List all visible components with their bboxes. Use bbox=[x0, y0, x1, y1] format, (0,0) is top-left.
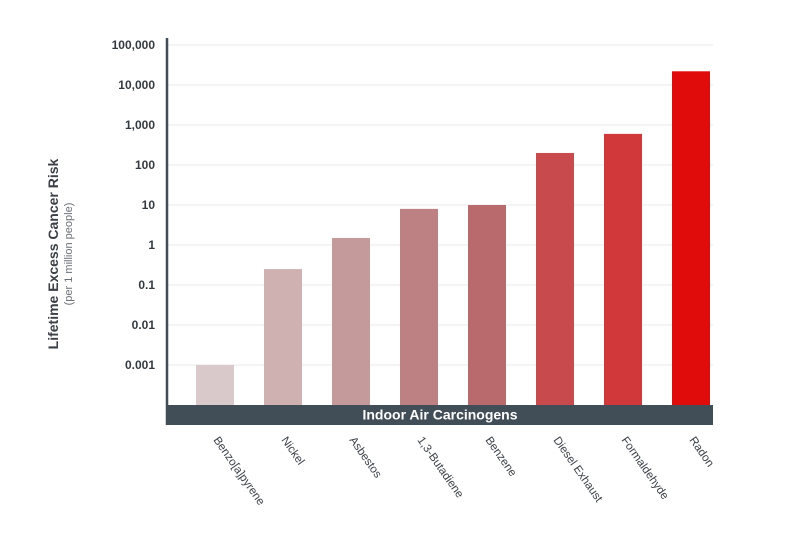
category-label: Formaldehyde bbox=[619, 435, 671, 502]
bar bbox=[468, 205, 506, 405]
y-tick-label: 100,000 bbox=[112, 38, 156, 52]
bar bbox=[264, 269, 302, 405]
gridlines bbox=[167, 44, 713, 366]
y-tick-labels: 0.001 0.01 0.1 1 10 100 1,000 10,000 100,000 bbox=[112, 38, 156, 372]
x-axis-title: Indoor Air Carcinogens bbox=[362, 407, 517, 423]
bar bbox=[400, 208, 438, 405]
y-tick-label: 100 bbox=[135, 158, 155, 172]
bar bbox=[332, 237, 370, 405]
bar bbox=[604, 133, 642, 405]
category-labels: Benzo[a]pyrene Nickel Asbestos 1,3-Butadien… bbox=[211, 435, 716, 508]
bar bbox=[672, 71, 710, 405]
y-axis-subtitle: (per 1 million people) bbox=[63, 203, 75, 306]
y-tick-label: 1 bbox=[148, 238, 155, 252]
y-tick-label: 0.001 bbox=[125, 358, 155, 372]
category-label: Nickel bbox=[279, 435, 307, 468]
y-axis-title: Lifetime Excess Cancer Risk bbox=[45, 158, 61, 349]
category-label: Benzo[a]pyrene bbox=[211, 435, 267, 508]
y-tick-label: 0.1 bbox=[138, 278, 155, 292]
bar bbox=[196, 365, 234, 405]
y-tick-label: 0.01 bbox=[132, 318, 156, 332]
x-axis-band bbox=[166, 405, 713, 425]
category-label: 1,3-Butadiene bbox=[415, 435, 466, 501]
category-label: Radon bbox=[687, 435, 716, 470]
bars bbox=[196, 71, 710, 405]
bar bbox=[536, 152, 574, 405]
category-label: Benzene bbox=[483, 435, 519, 479]
category-label: Diesel Exhaust bbox=[551, 435, 605, 505]
category-label: Asbestos bbox=[347, 435, 384, 481]
y-tick-label: 10 bbox=[142, 198, 156, 212]
y-tick-label: 10,000 bbox=[118, 78, 155, 92]
y-tick-label: 1,000 bbox=[125, 118, 155, 132]
